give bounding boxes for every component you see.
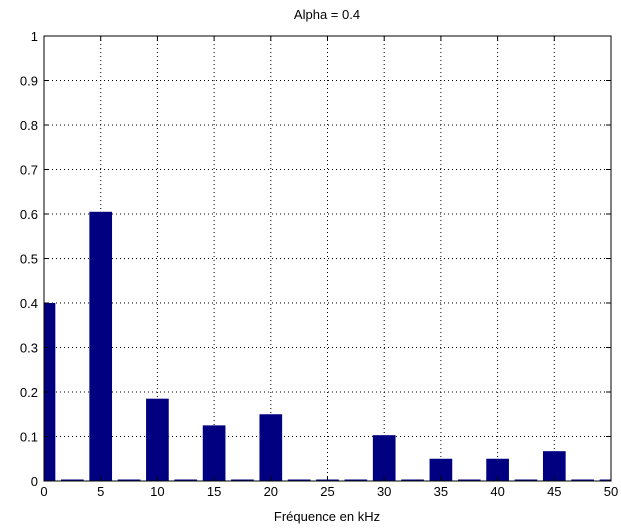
bar (486, 458, 509, 481)
y-tick-label: 0.3 (20, 341, 38, 356)
bar (457, 479, 481, 481)
bar-series (44, 211, 611, 481)
bar (571, 479, 594, 481)
y-tick-label: 1 (31, 29, 38, 44)
bar (599, 479, 611, 481)
bar (202, 425, 226, 481)
x-tick-label: 15 (207, 484, 221, 499)
x-tick-label: 20 (264, 484, 278, 499)
x-tick-label: 50 (604, 484, 618, 499)
x-axis-label: Fréquence en kHz (274, 509, 380, 524)
x-tick-label: 45 (547, 484, 561, 499)
bar (344, 479, 368, 481)
bar (429, 458, 453, 481)
y-tick-label: 0.4 (20, 296, 38, 311)
x-tick-label: 0 (40, 484, 47, 499)
bar (287, 479, 311, 481)
axis-ticks: 0 5 10 15 20 25 30 35 40 45 50 0 0.1 0.2 0.3 0.4 0.5 0.6 0… (20, 29, 618, 499)
x-tick-label: 40 (490, 484, 504, 499)
y-tick-label: 0.9 (20, 74, 38, 89)
bar (44, 303, 56, 481)
bar (259, 414, 283, 481)
bar (542, 451, 566, 481)
bar (231, 479, 254, 481)
bar (174, 479, 198, 481)
chart-title: Alpha = 0.4 (294, 7, 360, 22)
y-tick-label: 0.6 (20, 207, 38, 222)
grid-lines (44, 36, 611, 481)
bar (61, 479, 84, 481)
x-tick-label: 10 (150, 484, 164, 499)
bar (117, 479, 141, 481)
y-tick-label: 0.1 (20, 430, 38, 445)
x-tick-label: 5 (97, 484, 104, 499)
bar (89, 211, 113, 481)
x-tick-label: 30 (377, 484, 391, 499)
x-tick-label: 25 (320, 484, 334, 499)
y-tick-label: 0.7 (20, 163, 38, 178)
x-tick-label: 35 (434, 484, 448, 499)
bar (401, 479, 424, 481)
bar (146, 398, 169, 481)
bar (372, 435, 396, 481)
bar (514, 479, 538, 481)
y-tick-label: 0.2 (20, 385, 38, 400)
y-tick-label: 0 (31, 474, 38, 489)
y-tick-label: 0.5 (20, 252, 38, 267)
y-tick-label: 0.8 (20, 118, 38, 133)
